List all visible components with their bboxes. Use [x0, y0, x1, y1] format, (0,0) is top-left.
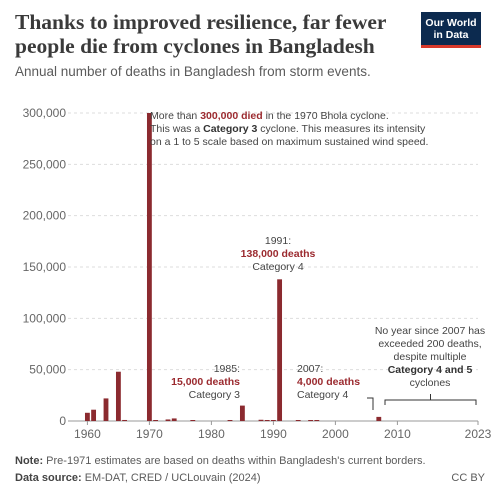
y-tick-label: 100,000 [23, 311, 67, 325]
bhola-line2-post: cyclone. This measures its intensity [257, 123, 426, 135]
bar-1960[interactable] [84, 412, 90, 421]
bar-1994[interactable] [295, 420, 301, 421]
y1991-category: Category 4 [252, 261, 304, 273]
annotation-2007: 2007: 4,000 deaths Category 4 [297, 363, 377, 402]
bar-1973[interactable] [165, 419, 171, 421]
pointer-2007 [367, 397, 374, 410]
y1985-category: Category 3 [188, 389, 240, 401]
y1985-year: 1985: [213, 363, 240, 375]
y2007-deaths: 4,000 deaths [297, 376, 361, 388]
y-tick-label: 0 [59, 414, 66, 428]
bar-1966[interactable] [122, 419, 128, 421]
bar-1983[interactable] [227, 420, 233, 421]
source-text: EM-DAT, CRED / UCLouvain (2024) [81, 472, 261, 484]
x-tick-label: 2000 [322, 427, 349, 441]
bar-1988[interactable] [258, 419, 264, 421]
since2007-line4: Category 4 and 5 [387, 364, 473, 376]
x-tick-label: 2010 [384, 427, 411, 441]
y-tick-label: 300,000 [23, 106, 67, 120]
since2007-line3: despite multiple [393, 351, 467, 363]
bar-1989[interactable] [264, 420, 270, 421]
bar-1997[interactable] [314, 420, 320, 421]
bar-1977[interactable] [190, 420, 196, 421]
chart-title: Thanks to improved resilience, far fewer… [15, 10, 387, 58]
owid-logo[interactable]: Our World in Data [421, 12, 481, 48]
y-tick-label: 200,000 [23, 209, 67, 223]
bar-1996[interactable] [308, 420, 314, 421]
annotation-1991: 1991: 138,000 deaths Category 4 [228, 235, 328, 274]
y1985-deaths: 15,000 deaths [171, 376, 240, 388]
annotation-brackets [367, 394, 477, 410]
y2007-category: Category 4 [297, 389, 349, 401]
license-link[interactable]: CC BY [451, 472, 485, 484]
footer-source: Data source: EM-DAT, CRED / UCLouvain (2… [15, 472, 261, 484]
bar-1961[interactable] [91, 409, 97, 421]
bhola-highlight: 300,000 died [200, 110, 263, 122]
chart-subtitle: Annual number of deaths in Bangladesh fr… [15, 64, 371, 79]
bhola-line3: on a 1 to 5 scale based on maximum susta… [150, 136, 429, 148]
x-tick-label: 1990 [260, 427, 287, 441]
x-tick-label: 1980 [198, 427, 225, 441]
note-text: Pre-1971 estimates are based on deaths w… [43, 455, 426, 467]
bar-1990[interactable] [270, 420, 276, 421]
x-tick-label: 1970 [136, 427, 163, 441]
annotation-bhola-1970: More than 300,000 died in the 1970 Bhola… [150, 110, 490, 149]
note-label: Note: [15, 455, 44, 467]
footer-note: Note: Pre-1971 estimates are based on de… [15, 455, 426, 467]
annotation-since-2007: No year since 2007 has exceeded 200 deat… [360, 325, 500, 390]
y-tick-labels: 0 50,000 100,000 150,000 200,000 250,000 300,0… [23, 106, 67, 428]
bar-1974[interactable] [171, 418, 177, 421]
x-tick-label: 1960 [74, 427, 101, 441]
bar-2007[interactable] [376, 416, 382, 421]
since2007-line5: cyclones [409, 377, 451, 389]
x-tick-labels: 1960 1970 1980 1990 2000 2010 2023 [74, 421, 492, 441]
bar-1970[interactable] [146, 113, 152, 421]
annotation-1985: 1985: 15,000 deaths Category 3 [150, 363, 240, 402]
bar-1985[interactable] [239, 405, 245, 421]
y1991-deaths: 138,000 deaths [240, 248, 316, 260]
bar-1991[interactable] [277, 279, 283, 421]
bars [84, 113, 382, 421]
bhola-pre: More than [150, 110, 201, 122]
y2007-year: 2007: [297, 363, 324, 375]
bhola-line2-bold: Category 3 [203, 123, 258, 135]
since2007-line2: exceeded 200 deaths, [378, 338, 482, 350]
bracket-since-2007 [384, 399, 477, 405]
y-tick-label: 150,000 [23, 260, 67, 274]
bar-1963[interactable] [103, 398, 109, 421]
bar-1971[interactable] [153, 420, 159, 421]
logo-line-2: in Data [433, 29, 469, 41]
y1991-year: 1991: [264, 235, 292, 247]
y-tick-label: 50,000 [29, 363, 66, 377]
logo-accent-bar [421, 45, 481, 48]
bhola-line2-pre: This was a [150, 123, 204, 135]
x-tick-label: 2023 [465, 427, 492, 441]
source-label: Data source: [15, 472, 82, 484]
bhola-post: in the 1970 Bhola cyclone. [262, 110, 389, 122]
logo-line-1: Our World [425, 17, 477, 29]
y-tick-label: 250,000 [23, 157, 67, 171]
since2007-line1: No year since 2007 has [374, 325, 486, 337]
bar-1965[interactable] [115, 371, 121, 421]
